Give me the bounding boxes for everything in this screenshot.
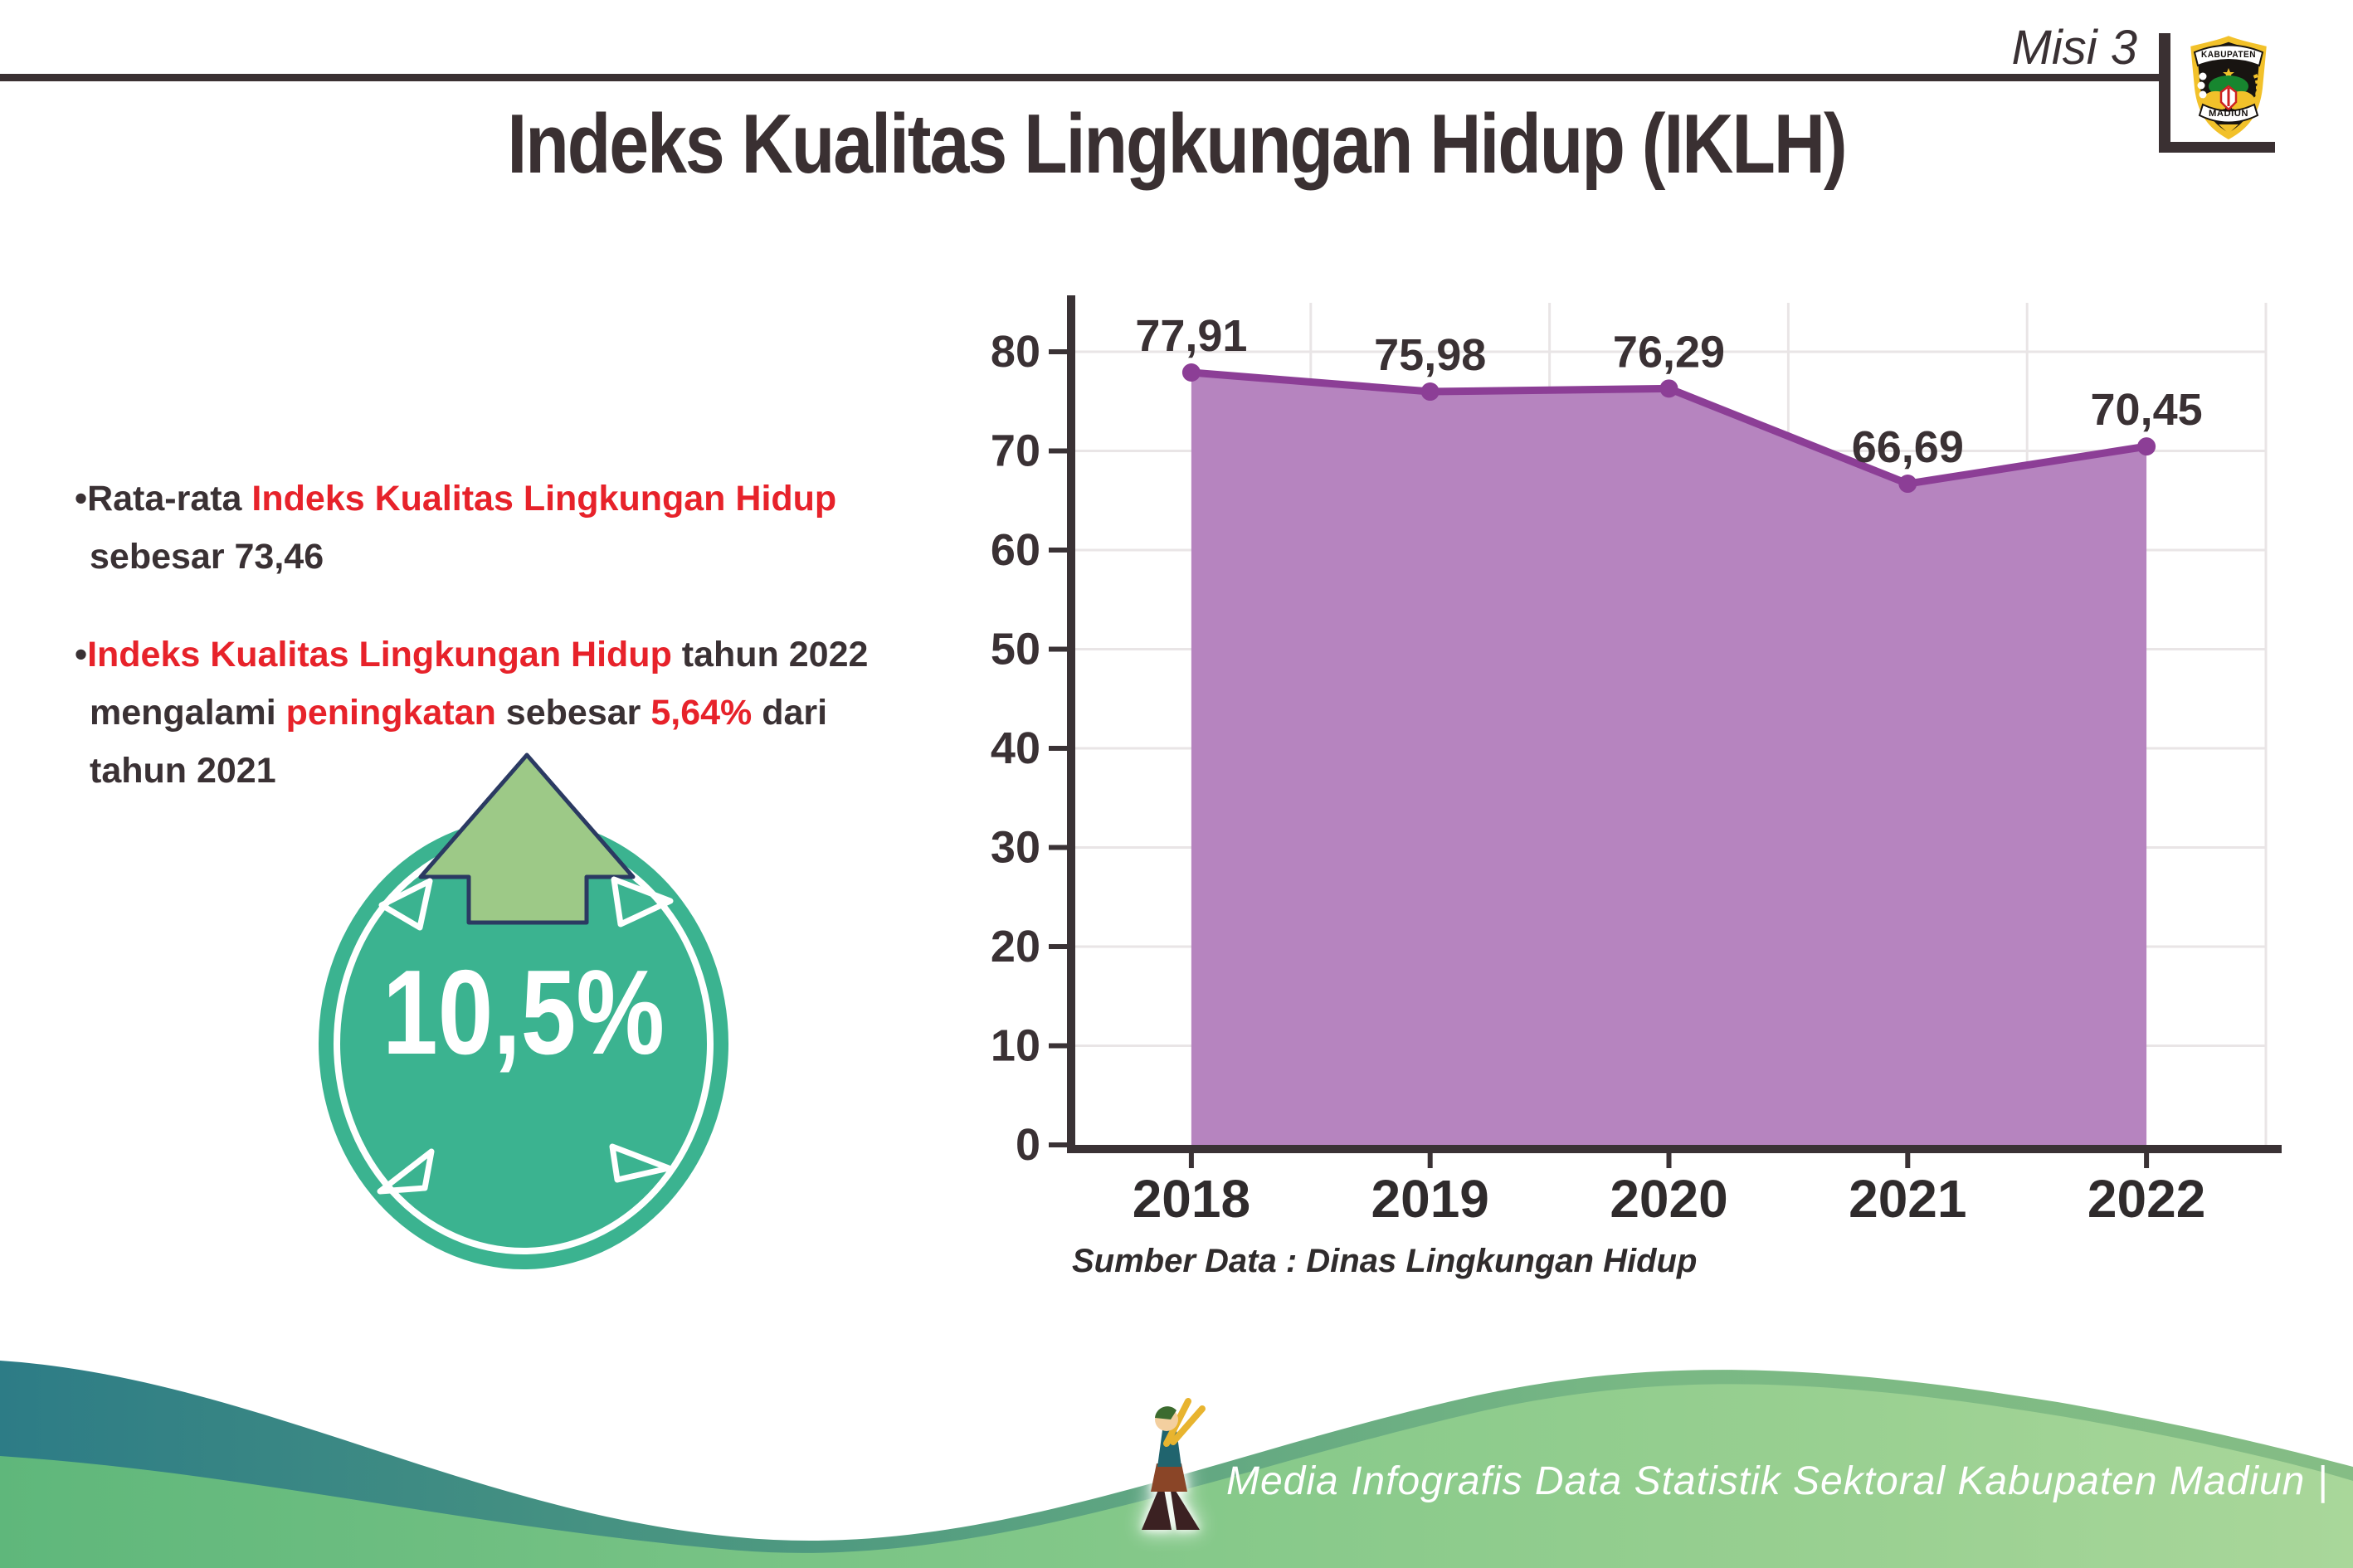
logo-corner-bracket-horizontal	[2159, 142, 2275, 153]
bullet-2-line2-b: peningkatan	[285, 693, 496, 733]
value-label: 77,91	[1135, 311, 1247, 361]
chart-area	[1191, 372, 2147, 1146]
bullet-2-text: tahun 2022	[671, 635, 869, 674]
x-tick-label: 2018	[1133, 1169, 1250, 1229]
up-arrow-icon	[418, 752, 636, 925]
bullet-dot: •	[75, 635, 88, 674]
bullet-2: •Indeks Kualitas Lingkungan Hidup tahun …	[75, 626, 962, 800]
value-label: 75,98	[1374, 330, 1486, 380]
source-note: Sumber Data : Dinas Lingkungan Hidup	[1072, 1243, 1698, 1279]
logo-wheat-icon	[2253, 73, 2260, 103]
y-tick-label: 70	[991, 426, 1040, 476]
logo-star-icon	[2223, 68, 2234, 79]
y-tick-label: 50	[991, 625, 1040, 674]
logo-bottom-banner-text: MADIUN	[2209, 109, 2248, 119]
logo-cotton-icon	[2197, 81, 2205, 90]
y-tick-label: 30	[991, 823, 1040, 873]
footer-credit: Media Infografis Data Statistik Sektoral…	[1226, 1459, 2329, 1503]
chart-marker	[1420, 382, 1440, 402]
logo-bottom-banner	[2198, 103, 2259, 124]
y-tick-label: 20	[991, 922, 1040, 971]
value-label: 76,29	[1613, 327, 1725, 377]
misi-label: Misi 3	[2011, 21, 2137, 75]
mascot-leg-left	[1142, 1480, 1172, 1530]
footer-wave-light	[0, 1384, 2353, 1568]
y-tick-label: 60	[991, 525, 1040, 575]
bullet-2-line2-e: dari	[752, 693, 828, 733]
mascot-sparkle	[1200, 1400, 1210, 1406]
x-tick-label: 2022	[2087, 1169, 2205, 1229]
bullet-2-line2-a: mengalami	[90, 693, 286, 733]
x-tick-label: 2021	[1849, 1169, 1966, 1229]
bullet-1-highlight: Indeks Kualitas Lingkungan Hidup	[251, 479, 837, 519]
logo-top-banner-text: KABUPATEN	[2201, 50, 2256, 60]
footer-waves	[0, 1361, 2353, 1568]
mascot-arm-right	[1170, 1405, 1206, 1445]
summary-bullets: •Rata-rata Indeks Kualitas Lingkungan Hi…	[75, 470, 962, 800]
y-tick-label: 10	[991, 1021, 1040, 1071]
value-label: 70,45	[2091, 385, 2203, 435]
page-title: Indeks Kualitas Lingkungan Hidup (IKLH)	[507, 97, 1847, 192]
bullet-1-line2: sebesar 73,46	[90, 537, 324, 577]
logo-cotton-icon	[2199, 90, 2207, 99]
header-rule	[0, 74, 2162, 81]
mascot-icon	[1142, 1398, 1210, 1530]
badge-value: 10,5%	[382, 945, 665, 1079]
logo-top-banner	[2193, 44, 2264, 67]
value-label: 66,69	[1852, 422, 1964, 472]
y-tick-label: 80	[991, 327, 1040, 377]
chart-marker	[1898, 475, 1917, 494]
mascot-leg-right	[1169, 1480, 1200, 1530]
chart-marker	[1181, 363, 1201, 382]
spark-triangle-se	[609, 1143, 672, 1183]
logo-corner-bracket-vertical	[2159, 33, 2170, 153]
kabupaten-madiun-logo: KABUPATEN MADIUN	[2190, 36, 2267, 139]
chart-marker	[1659, 379, 1678, 398]
spark-triangle-nw	[378, 878, 433, 931]
increase-badge: 10,5%	[319, 752, 728, 1269]
y-tick-label: 40	[991, 723, 1040, 773]
bullet-1-text: Rata-rata	[87, 479, 252, 519]
bullet-2-line3: tahun 2021	[90, 751, 276, 791]
bullet-1: •Rata-rata Indeks Kualitas Lingkungan Hi…	[75, 470, 962, 586]
chart-marker	[2137, 437, 2156, 456]
bullet-2-line2-c: sebesar	[495, 693, 651, 733]
bullet-2-line2-d: 5,64%	[650, 693, 753, 733]
x-tick-label: 2019	[1371, 1169, 1489, 1229]
mascot-skirt	[1151, 1463, 1187, 1492]
bullet-2-highlight: Indeks Kualitas Lingkungan Hidup	[87, 635, 672, 674]
x-axis	[1067, 1145, 2282, 1153]
spark-triangle-ne	[611, 876, 674, 928]
bullet-dot: •	[75, 479, 88, 519]
logo-cotton-icon	[2199, 72, 2207, 80]
spark-triangle-sw	[377, 1148, 435, 1195]
iklh-chart: 0 10 20 30 40 50 60 70 80 2018 2019 2020 2021 2022 77,…	[991, 295, 2282, 1229]
logo-base-emblem	[2219, 124, 2239, 134]
y-axis	[1067, 295, 1075, 1153]
x-tick-label: 2020	[1610, 1169, 1727, 1229]
mascot-cap	[1155, 1406, 1176, 1419]
y-tick-label: 0	[1016, 1120, 1040, 1170]
